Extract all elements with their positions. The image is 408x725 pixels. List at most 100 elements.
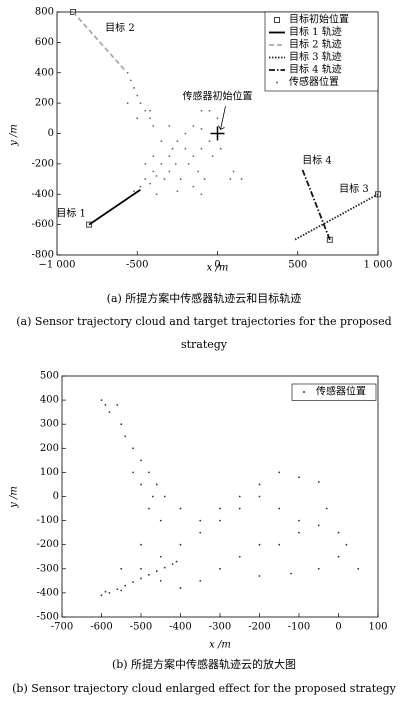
x-tick-label: -500 <box>130 622 152 633</box>
sensor-point <box>126 71 129 74</box>
y-tick-label: -600 <box>32 219 54 230</box>
sensor-point <box>163 495 166 498</box>
x-tick-label: -500 <box>126 260 148 271</box>
sensor-point <box>238 555 241 558</box>
sensor-point <box>160 140 163 142</box>
sensor-point <box>325 507 328 510</box>
sensor-point <box>278 507 281 510</box>
sensor-point <box>144 178 147 180</box>
sensor-point <box>108 411 111 414</box>
sensor-point <box>179 587 182 589</box>
annotation: 目标 3 <box>339 183 369 195</box>
x-tick-label: 100 <box>368 622 387 633</box>
start-marker <box>375 191 381 198</box>
x-axis-label: x /m <box>209 640 231 651</box>
sensor-point <box>133 87 135 89</box>
x-tick-label: −1 000 <box>38 260 75 271</box>
y-tick-label: 400 <box>40 395 59 406</box>
y-axis-label: y /m <box>9 124 20 147</box>
sensor-point <box>144 162 147 165</box>
sensor-point <box>208 109 211 112</box>
y-tick-label: 400 <box>35 67 54 78</box>
sensor-point <box>136 94 139 97</box>
sensor-point <box>200 147 203 150</box>
sensor-point <box>317 481 320 483</box>
sensor-point <box>152 170 155 173</box>
sensor-point <box>155 483 158 486</box>
sensor-point <box>120 589 123 592</box>
y-tick-label: 200 <box>40 443 59 454</box>
caption-zh: (a) 所提方案中传感器轨迹云和目标轨迹 <box>106 292 302 305</box>
trajectory <box>88 188 141 226</box>
legend-label: 目标 4 轨迹 <box>289 63 342 76</box>
sensor-point <box>219 567 221 570</box>
sensor-point <box>104 404 107 406</box>
x-tick-label: 1 000 <box>364 260 393 271</box>
sensor-point <box>159 579 162 582</box>
y-tick-label: 300 <box>40 419 59 430</box>
sensor-point <box>163 178 166 180</box>
sensor-point <box>192 185 195 188</box>
sensor-point <box>187 162 190 165</box>
x-tick-label: -100 <box>288 622 310 633</box>
sensor-point <box>192 155 195 158</box>
annotation: 目标 1 <box>56 207 86 219</box>
start-marker <box>70 9 77 15</box>
sensor-point <box>168 155 171 158</box>
sensor-point <box>124 584 127 587</box>
y-tick-label: -200 <box>37 539 59 550</box>
annotation: 传感器初始位置 <box>183 90 253 103</box>
sensor-point <box>174 162 177 165</box>
x-tick-label: -200 <box>248 622 270 633</box>
sensor-point <box>298 476 300 479</box>
sensor-point <box>171 563 174 565</box>
sensor-start-marker <box>210 126 225 141</box>
sensor-point <box>298 531 300 534</box>
sensor-point <box>149 109 151 112</box>
sensor-point <box>345 543 348 546</box>
sensor-point <box>132 447 135 450</box>
sensor-point <box>133 190 135 193</box>
y-tick-label: -500 <box>37 612 59 623</box>
legend-symbol <box>276 81 278 84</box>
legend-label: 传感器位置 <box>289 75 339 88</box>
legend-box <box>264 11 379 92</box>
sensor-point <box>175 560 178 563</box>
sensor-point <box>200 109 203 112</box>
sensor-point <box>132 471 135 474</box>
sensor-point <box>100 399 103 401</box>
sensor-point <box>152 125 155 127</box>
y-tick-label: 100 <box>40 467 59 478</box>
sensor-point <box>229 178 232 180</box>
sensor-point <box>140 459 142 462</box>
y-tick-label: 500 <box>40 371 59 382</box>
sensor-point <box>140 577 142 580</box>
y-tick-label: -400 <box>32 189 54 200</box>
sensor-point <box>238 507 241 510</box>
y-tick-label: 0 <box>53 491 59 502</box>
sensor-point <box>149 182 151 185</box>
sensor-point <box>216 117 219 120</box>
sensor-point <box>168 170 171 173</box>
legend-label: 传感器位置 <box>316 385 366 398</box>
y-tick-label: 600 <box>35 37 54 48</box>
x-tick-label: -600 <box>90 622 112 633</box>
sensor-point <box>184 147 187 150</box>
y-tick-label: 0 <box>48 128 54 139</box>
sensor-point <box>219 147 222 150</box>
y-tick-label: 800 <box>35 7 54 18</box>
sensor-point <box>203 178 206 180</box>
sensor-point <box>155 175 158 177</box>
sensor-point <box>337 555 340 558</box>
sensor-point <box>149 117 151 120</box>
sensor-point <box>140 567 142 570</box>
sensor-point <box>357 567 360 570</box>
sensor-point <box>104 590 107 593</box>
sensor-point <box>258 483 261 486</box>
caption-zh: (b) 所提方案中传感器轨迹云的放大图 <box>111 658 297 671</box>
sensor-point <box>159 555 162 558</box>
sensor-point <box>176 190 179 193</box>
sensor-point <box>148 471 150 474</box>
